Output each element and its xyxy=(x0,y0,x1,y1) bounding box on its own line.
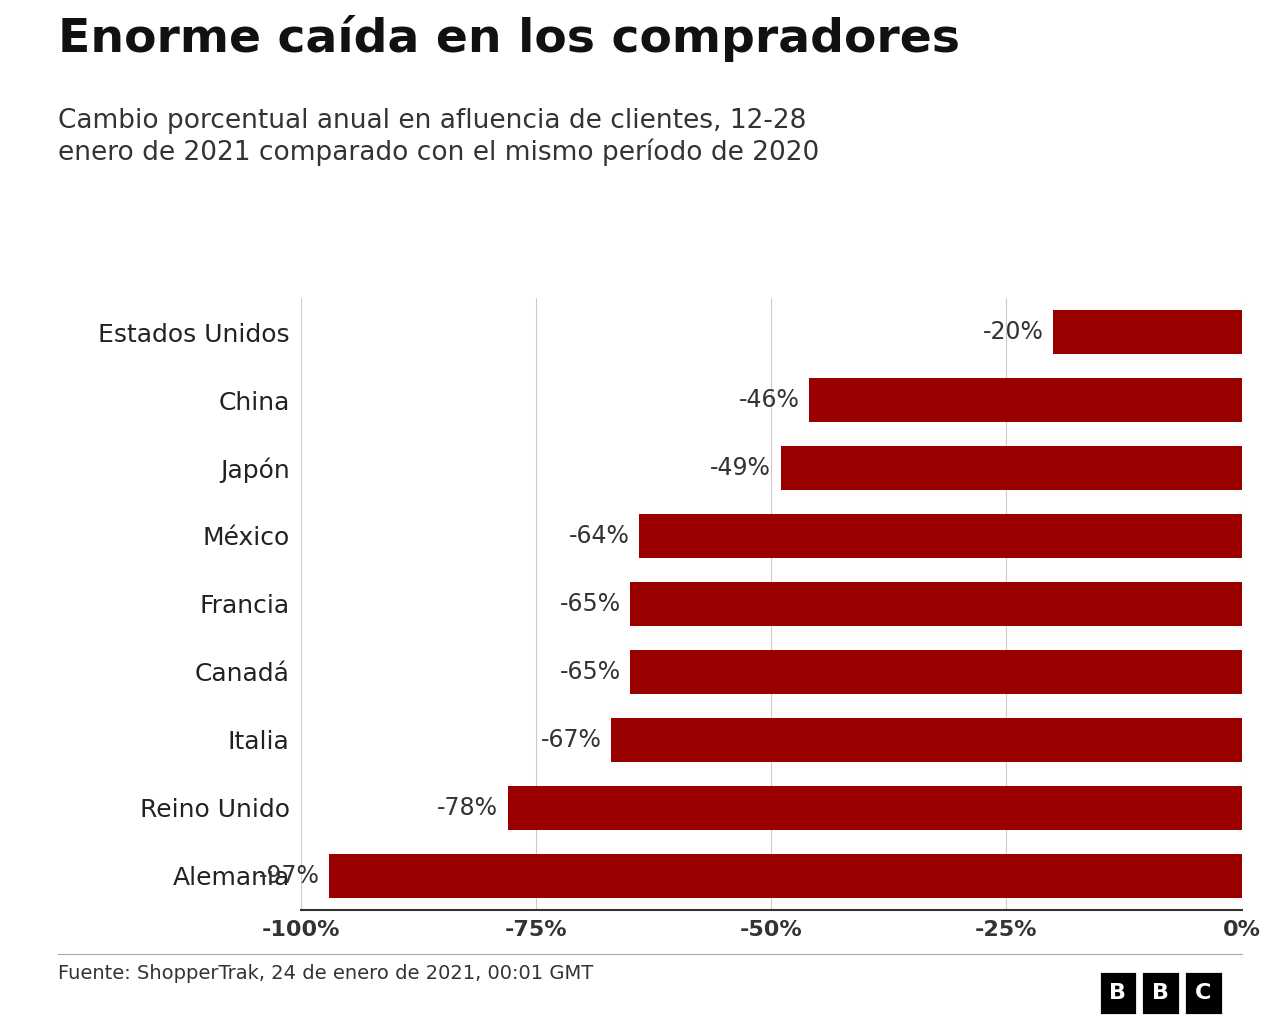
Bar xyxy=(630,582,1242,626)
Text: Enorme caída en los compradores: Enorme caída en los compradores xyxy=(58,15,960,63)
Text: B: B xyxy=(1152,983,1169,1003)
Bar xyxy=(612,718,1242,762)
Bar xyxy=(1053,310,1242,355)
Text: -78%: -78% xyxy=(438,796,498,820)
Bar xyxy=(329,853,1242,897)
Text: -97%: -97% xyxy=(259,864,320,888)
Bar xyxy=(781,446,1242,490)
Text: -65%: -65% xyxy=(559,592,621,616)
Text: -20%: -20% xyxy=(983,320,1044,344)
Text: -49%: -49% xyxy=(710,456,771,480)
Bar xyxy=(640,514,1242,558)
Bar xyxy=(1184,970,1222,1016)
Bar xyxy=(508,785,1242,830)
Text: -65%: -65% xyxy=(559,660,621,684)
Text: -46%: -46% xyxy=(739,388,800,412)
Bar xyxy=(809,378,1242,423)
Bar xyxy=(630,650,1242,694)
Text: Cambio porcentual anual en afluencia de clientes, 12-28
enero de 2021 comparado : Cambio porcentual anual en afluencia de … xyxy=(58,108,819,166)
Bar xyxy=(1098,970,1137,1016)
Text: C: C xyxy=(1196,983,1211,1003)
Text: -64%: -64% xyxy=(570,524,630,548)
Text: Fuente: ShopperTrak, 24 de enero de 2021, 00:01 GMT: Fuente: ShopperTrak, 24 de enero de 2021… xyxy=(58,964,593,983)
Text: B: B xyxy=(1110,983,1126,1003)
Text: -67%: -67% xyxy=(541,728,602,751)
Bar xyxy=(1142,970,1180,1016)
